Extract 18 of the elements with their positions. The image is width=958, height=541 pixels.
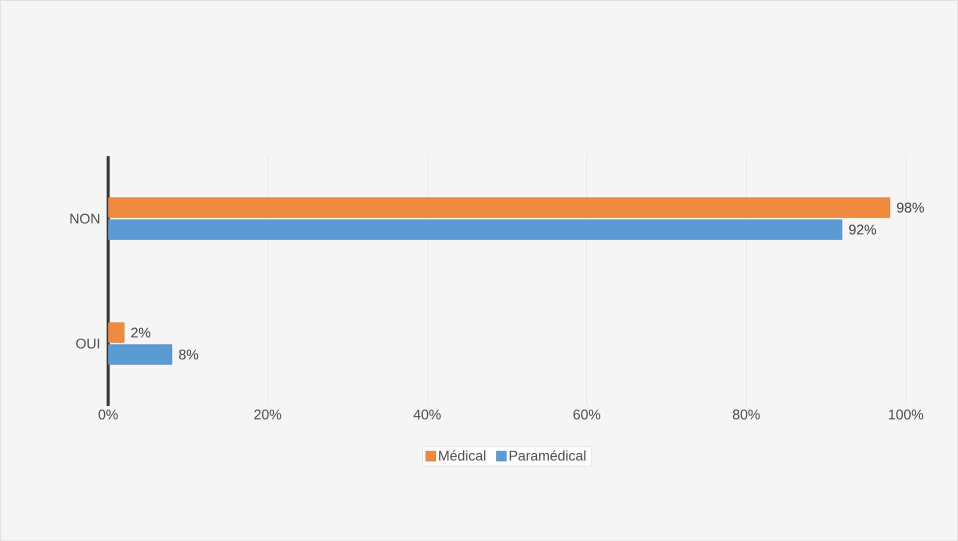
y-tick-label: OUI xyxy=(76,338,100,348)
data-label: 98% xyxy=(897,202,924,212)
data-label: 8% xyxy=(179,350,198,360)
x-tick-label: 20% xyxy=(254,409,282,420)
x-tick-label: 80% xyxy=(732,409,760,420)
bar xyxy=(108,322,124,343)
bar xyxy=(108,219,842,240)
bar xyxy=(108,344,172,365)
legend-label: Paramédical xyxy=(510,450,586,461)
x-tick-label: 100% xyxy=(888,409,924,420)
bar xyxy=(108,197,890,218)
x-tick-label: 40% xyxy=(414,409,441,420)
x-tick-label: 0% xyxy=(98,409,118,420)
y-tick-label: NON xyxy=(70,214,100,224)
x-tick-label: 60% xyxy=(573,409,600,420)
data-label: 92% xyxy=(849,224,876,234)
data-label: 2% xyxy=(131,328,150,338)
legend-label: Médical xyxy=(439,450,486,461)
